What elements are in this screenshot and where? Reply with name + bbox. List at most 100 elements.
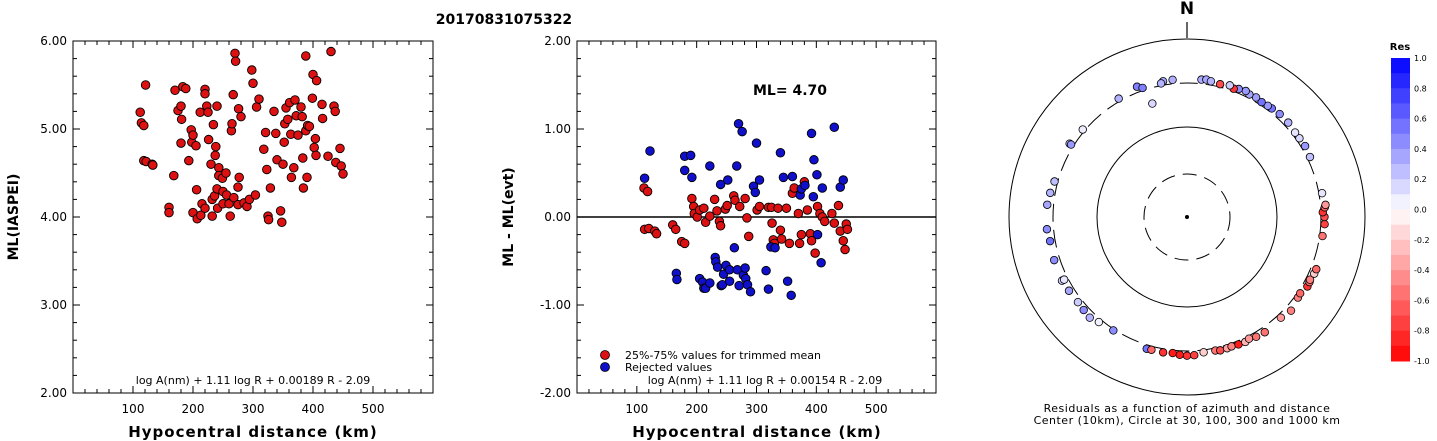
- data-point: [750, 187, 761, 198]
- data-point: [250, 190, 261, 200]
- data-point: [233, 182, 243, 192]
- residual-point: [1168, 75, 1177, 84]
- data-point: [203, 107, 213, 118]
- residual-point: [1059, 275, 1069, 284]
- residual-point: [1300, 141, 1310, 151]
- data-point: [275, 206, 286, 216]
- residual-point: [1190, 351, 1199, 360]
- colorbar-swatch: [1391, 270, 1410, 286]
- ring-100km: [1096, 126, 1278, 308]
- residual-point: [1066, 140, 1076, 149]
- data-point: [786, 290, 796, 301]
- data-point: [212, 101, 222, 111]
- y-axis-label: ML - ML(evt): [501, 167, 517, 266]
- x-tick-label: 400: [302, 402, 325, 416]
- x-tick-label: 500: [865, 402, 888, 416]
- data-point: [254, 94, 264, 104]
- data-point: [293, 130, 303, 140]
- colorbar-tick-label: 1.0: [1414, 54, 1427, 63]
- colorbar-swatch: [1391, 194, 1410, 210]
- colorbar-swatch: [1391, 118, 1410, 135]
- data-point: [781, 203, 792, 213]
- data-point: [277, 217, 287, 228]
- data-point: [176, 101, 186, 111]
- data-point: [751, 138, 762, 148]
- data-point: [819, 216, 830, 227]
- data-point: [262, 164, 272, 175]
- data-point: [140, 80, 151, 90]
- data-point: [170, 85, 180, 96]
- residual-point: [1182, 351, 1192, 360]
- data-point: [227, 118, 237, 129]
- data-point: [770, 243, 780, 253]
- residual-point: [1109, 326, 1118, 335]
- axis-ticks: 100 200 300 400 500 2.00 3.00 4.00 5.00 6.00: [40, 34, 434, 416]
- data-point: [800, 180, 810, 191]
- epicenter-marker: [1185, 215, 1189, 219]
- plot-frame: [72, 40, 434, 394]
- data-point: [645, 146, 655, 156]
- residual-point: [1078, 125, 1087, 134]
- data-point: [176, 114, 187, 125]
- y-tick-label: -2.00: [540, 386, 571, 400]
- data-point: [754, 175, 765, 185]
- data-point: [775, 225, 786, 235]
- x-tick-label: 400: [805, 402, 828, 416]
- colorbar-swatch: [1391, 148, 1410, 165]
- y-tick-label: 4.00: [40, 210, 67, 224]
- data-point: [214, 162, 224, 173]
- data-point: [734, 201, 745, 212]
- data-point: [221, 168, 231, 178]
- data-point: [651, 228, 662, 239]
- y-tick-label: 1.00: [544, 122, 571, 136]
- data-point: [200, 203, 210, 213]
- residual-point: [1284, 118, 1293, 127]
- data-point: [784, 238, 795, 249]
- data-point: [302, 172, 312, 183]
- data-point: [304, 121, 315, 132]
- data-point: [685, 150, 696, 161]
- data-point: [809, 155, 819, 165]
- y-tick-label: -1.00: [540, 298, 571, 312]
- data-point: [670, 224, 681, 235]
- data-point: [773, 203, 783, 213]
- data-point: [782, 276, 793, 286]
- data-point: [705, 211, 715, 221]
- data-point: [743, 231, 754, 242]
- data-point: [230, 48, 240, 59]
- residual-point: [1216, 346, 1225, 355]
- y-tick-label: 5.00: [40, 122, 67, 136]
- caption-line-2: Center (10km), Circle at 30, 100, 300 an…: [1034, 414, 1341, 427]
- data-point: [793, 208, 804, 219]
- y-tick-label: 6.00: [40, 34, 67, 48]
- data-point: [829, 218, 840, 228]
- data-point: [228, 89, 238, 100]
- residual-point: [1049, 255, 1059, 265]
- data-point: [734, 280, 744, 291]
- residual-point: [1138, 83, 1147, 93]
- data-point: [200, 89, 210, 99]
- data-point: [827, 208, 837, 219]
- data-point: [712, 262, 723, 272]
- x-tick-label: 300: [242, 402, 265, 416]
- colorbar-swatch: [1391, 300, 1410, 317]
- data-point: [330, 106, 340, 117]
- residual-point: [1215, 80, 1225, 89]
- data-point: [679, 238, 690, 249]
- residual-point: [1320, 220, 1329, 229]
- colorbar-swatch: [1391, 209, 1410, 226]
- data-point: [730, 195, 740, 206]
- data-point: [336, 161, 346, 171]
- colorbar-swatch: [1391, 315, 1410, 332]
- residual-point: [1321, 200, 1330, 210]
- data-point: [808, 192, 819, 202]
- data-point: [745, 287, 756, 297]
- data-point: [283, 114, 293, 125]
- data-point: [767, 218, 777, 228]
- colorbar-swatch: [1391, 345, 1410, 362]
- data-point: [740, 193, 750, 204]
- residual-point: [1317, 188, 1327, 198]
- data-point: [775, 148, 786, 158]
- legend-marker-rejected: [600, 362, 610, 372]
- legend-label-rejected: Rejected values: [625, 361, 712, 374]
